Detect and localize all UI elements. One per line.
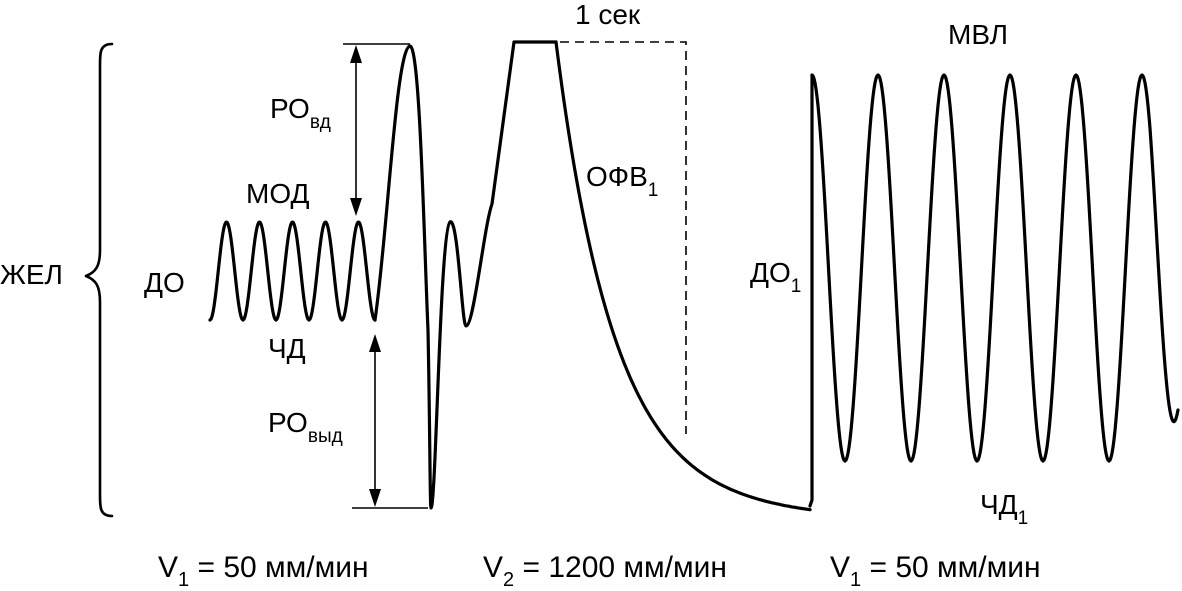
vital-capacity-label: ЖЕЛ [0, 259, 63, 290]
speed-label-3: V1 = 50 мм/мин [830, 551, 1041, 591]
speed-label-2: V2 = 1200 мм/мин [483, 551, 727, 591]
resp-rate-1-label: ЧД1 [980, 489, 1028, 529]
expiratory-reserve-label: РОвыд [268, 407, 343, 447]
tidal-volume-label: ДО [144, 267, 185, 298]
speed-label-1: V1 = 50 мм/мин [158, 551, 369, 591]
inspiratory-reserve-arrowhead-up [350, 45, 362, 63]
minute-volume-label: МОД [246, 178, 309, 209]
vital-capacity-brace [84, 42, 114, 518]
max-ventilation-curve [808, 73, 1180, 508]
inspiratory-reserve-label: РОвд [270, 93, 331, 133]
forced-expiration-curve [554, 40, 812, 512]
one-second-label: 1 сек [575, 0, 641, 30]
mvv-label: МВЛ [948, 19, 1008, 50]
vital-capacity-maneuver-curve [373, 40, 558, 510]
tidal-volume-1-label: ДО1 [750, 257, 801, 297]
one-second-dashed-line [560, 41, 687, 434]
expiratory-reserve-arrowhead-down [369, 489, 381, 507]
expiratory-reserve-arrowhead-up [369, 334, 381, 352]
inspiratory-reserve-arrowhead-down [350, 198, 362, 216]
fev1-label: ОФВ1 [586, 161, 658, 201]
quiet-breathing-curve [208, 220, 377, 322]
resp-rate-label: ЧД [268, 333, 306, 364]
